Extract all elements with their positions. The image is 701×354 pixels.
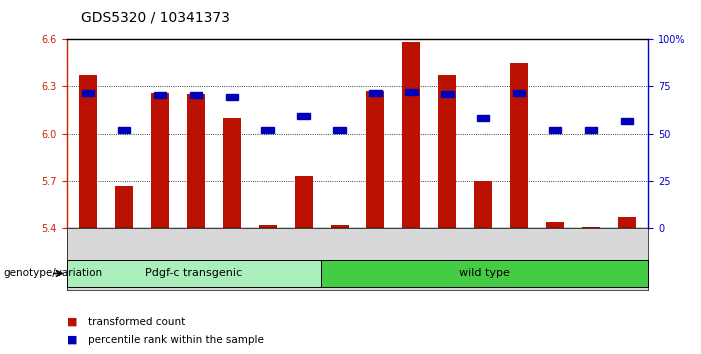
Bar — [261, 127, 274, 133]
Text: GDS5320 / 10341373: GDS5320 / 10341373 — [81, 11, 229, 25]
Bar — [294, 176, 313, 228]
Bar — [82, 90, 95, 96]
Bar — [259, 225, 277, 228]
Text: genotype/variation: genotype/variation — [4, 268, 102, 279]
Bar — [333, 127, 346, 133]
Bar — [369, 90, 382, 96]
Bar — [438, 75, 456, 228]
Bar — [441, 91, 454, 97]
Text: wild type: wild type — [459, 268, 510, 279]
Bar — [79, 75, 97, 228]
Bar — [582, 227, 600, 228]
Bar — [367, 91, 384, 228]
Bar — [549, 127, 562, 133]
Bar — [151, 93, 169, 228]
Bar — [115, 186, 133, 228]
Bar — [189, 92, 202, 98]
Bar — [405, 89, 418, 95]
Bar — [118, 127, 130, 133]
Text: Pdgf-c transgenic: Pdgf-c transgenic — [145, 268, 243, 279]
Text: ■: ■ — [67, 335, 77, 345]
Bar — [223, 118, 240, 228]
Bar — [513, 90, 526, 96]
Text: ■: ■ — [67, 317, 77, 327]
Bar — [226, 93, 238, 99]
Bar — [510, 63, 528, 228]
Bar — [154, 92, 166, 98]
Bar — [585, 127, 597, 133]
Text: transformed count: transformed count — [88, 317, 185, 327]
Bar — [402, 42, 421, 228]
Bar — [297, 113, 310, 119]
Bar — [477, 115, 489, 121]
Bar — [546, 222, 564, 228]
Bar — [618, 217, 636, 228]
Text: percentile rank within the sample: percentile rank within the sample — [88, 335, 264, 345]
Bar — [475, 181, 492, 228]
Bar — [620, 118, 633, 124]
Bar — [331, 225, 348, 228]
Bar — [187, 94, 205, 228]
